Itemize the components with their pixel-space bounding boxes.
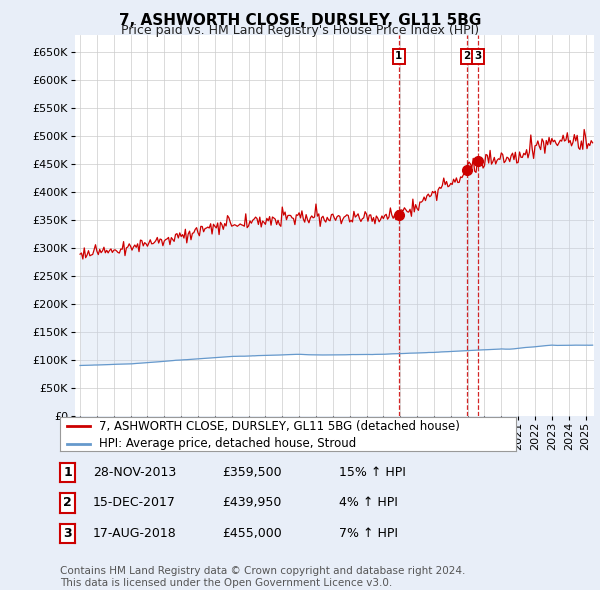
Text: 3: 3 <box>475 51 482 61</box>
Text: 1: 1 <box>395 51 403 61</box>
Text: £359,500: £359,500 <box>222 466 281 479</box>
Text: 17-AUG-2018: 17-AUG-2018 <box>93 527 177 540</box>
Text: 7% ↑ HPI: 7% ↑ HPI <box>339 527 398 540</box>
Text: HPI: Average price, detached house, Stroud: HPI: Average price, detached house, Stro… <box>99 437 356 450</box>
Text: 7, ASHWORTH CLOSE, DURSLEY, GL11 5BG (detached house): 7, ASHWORTH CLOSE, DURSLEY, GL11 5BG (de… <box>99 420 460 433</box>
Text: £455,000: £455,000 <box>222 527 282 540</box>
Text: 3: 3 <box>63 527 72 540</box>
Text: 2: 2 <box>463 51 470 61</box>
Text: 15-DEC-2017: 15-DEC-2017 <box>93 496 176 510</box>
Text: 28-NOV-2013: 28-NOV-2013 <box>93 466 176 479</box>
Text: 7, ASHWORTH CLOSE, DURSLEY, GL11 5BG: 7, ASHWORTH CLOSE, DURSLEY, GL11 5BG <box>119 13 481 28</box>
Text: Contains HM Land Registry data © Crown copyright and database right 2024.
This d: Contains HM Land Registry data © Crown c… <box>60 566 466 588</box>
Text: £439,950: £439,950 <box>222 496 281 510</box>
Text: Price paid vs. HM Land Registry's House Price Index (HPI): Price paid vs. HM Land Registry's House … <box>121 24 479 37</box>
Text: 15% ↑ HPI: 15% ↑ HPI <box>339 466 406 479</box>
Text: 2: 2 <box>63 496 72 510</box>
Text: 1: 1 <box>63 466 72 479</box>
Text: 4% ↑ HPI: 4% ↑ HPI <box>339 496 398 510</box>
